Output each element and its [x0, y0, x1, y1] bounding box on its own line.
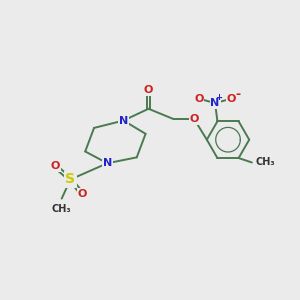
Text: +: +	[215, 93, 222, 102]
Text: CH₃: CH₃	[255, 158, 275, 167]
Text: O: O	[194, 94, 204, 104]
Text: O: O	[50, 161, 60, 171]
Text: CH₃: CH₃	[52, 204, 71, 214]
Text: O: O	[144, 85, 153, 94]
Text: O: O	[226, 94, 236, 104]
Text: N: N	[103, 158, 112, 168]
Text: -: -	[235, 88, 240, 101]
Text: N: N	[210, 98, 220, 108]
Text: O: O	[190, 114, 199, 124]
Text: N: N	[119, 116, 128, 126]
Text: O: O	[78, 189, 87, 199]
Text: S: S	[65, 172, 76, 186]
